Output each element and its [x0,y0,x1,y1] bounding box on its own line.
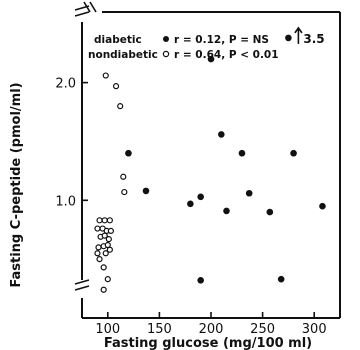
ticks [82,81,316,318]
arrow-up-icon [294,26,303,44]
tick-labels: 100 150 200 250 300 1.0 2.0 [55,77,326,337]
x-axis-break [83,1,97,13]
annotation-label: 3.5 [303,32,324,46]
point-diabetic [187,200,194,208]
x-tick-label: 150 [147,322,172,337]
point-nondiabetic [106,246,113,253]
legend-stat-nondiabetic: r = 0.64, P < 0.01 [174,49,279,61]
point-nondiabetic [101,217,108,224]
x-tick-label: 300 [302,322,327,337]
point-nondiabetic [94,225,101,232]
point-nondiabetic [120,173,127,180]
legend: diabetic r = 0.12, P = NS nondiabetic r … [88,34,279,61]
legend-label-diabetic: diabetic [94,34,142,46]
point-diabetic [125,149,132,157]
point-nondiabetic [112,83,120,90]
point-nondiabetic [100,264,107,271]
point-diabetic [197,193,204,201]
point-nondiabetic [107,227,114,235]
point-diabetic [277,275,285,283]
legend-marker-nondiabetic [162,50,170,58]
y-tick-label: 2.0 [55,77,76,92]
point-diabetic [319,202,326,210]
point-diabetic [290,149,297,157]
point-nondiabetic [117,103,124,110]
point-diabetic [245,189,253,197]
legend-marker-diabetic [163,36,169,42]
annotation: 3.5 [294,26,325,46]
legend-item-diabetic: diabetic r = 0.12, P = NS [94,34,269,46]
point-nondiabetic [100,286,107,293]
point-diabetic [142,187,150,195]
series-diabetic [125,34,326,284]
x-tick-label: 250 [250,322,275,337]
legend-item-nondiabetic: nondiabetic r = 0.64, P < 0.01 [88,49,279,61]
point-nondiabetic [96,256,103,263]
point-diabetic [266,208,274,216]
y-axis-break-bottom [74,279,90,291]
legend-label-nondiabetic: nondiabetic [88,49,158,61]
point-nondiabetic [102,72,109,79]
legend-stat-diabetic: r = 0.12, P = NS [174,34,269,46]
point-nondiabetic [96,217,103,224]
point-diabetic [285,34,292,42]
x-tick-label: 200 [199,322,224,337]
point-diabetic [197,277,204,284]
point-diabetic [207,55,215,63]
point-diabetic [223,207,230,215]
point-nondiabetic [102,250,109,257]
x-axis-label: Fasting glucose (mg/100 ml) [104,336,312,350]
point-diabetic [238,149,246,157]
point-diabetic [218,131,225,138]
point-nondiabetic [104,276,111,283]
point-nondiabetic [101,232,108,239]
series-nondiabetic [94,72,128,293]
point-nondiabetic [105,236,112,243]
point-nondiabetic [106,217,113,224]
x-tick-label: 100 [95,322,120,337]
y-tick-label: 1.0 [55,194,76,209]
point-nondiabetic [121,188,128,196]
y-axis-label: Fasting C-peptide (pmol/ml) [9,82,24,287]
point-nondiabetic [95,244,102,251]
point-nondiabetic [94,250,101,257]
